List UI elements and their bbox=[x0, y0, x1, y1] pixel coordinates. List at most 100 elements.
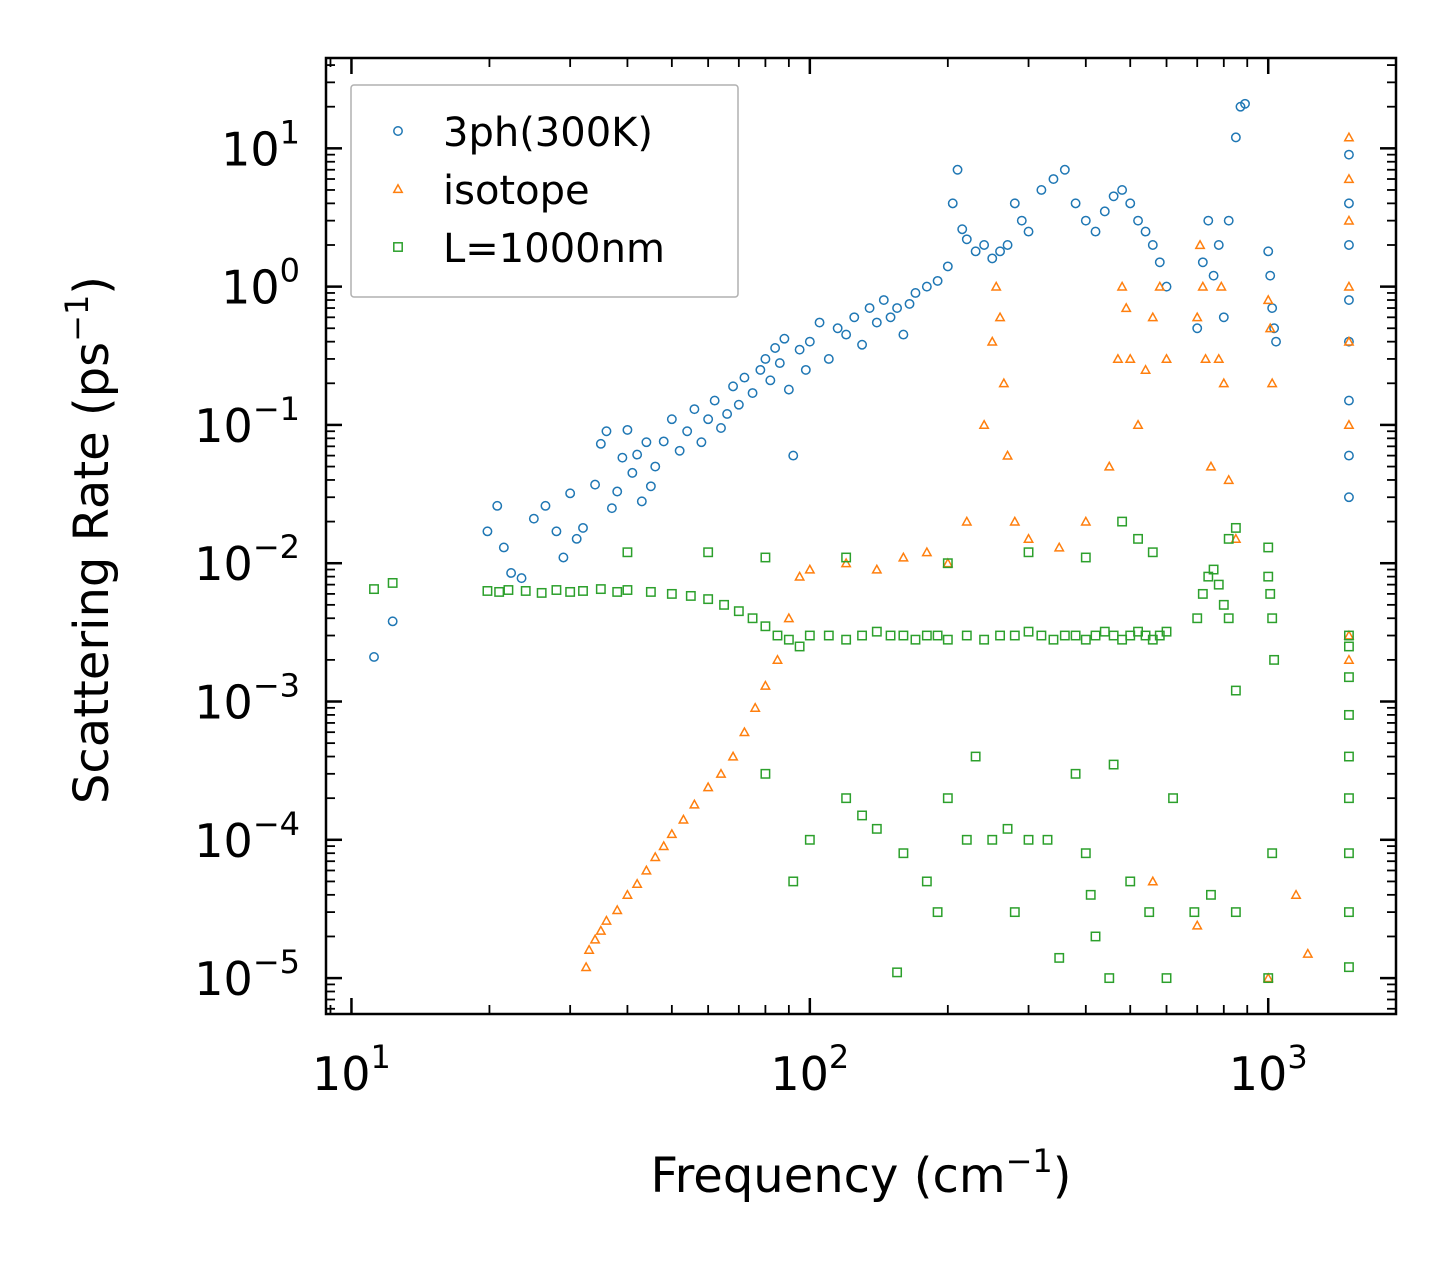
data-point-circle bbox=[540, 500, 551, 511]
y-tick-label: 10−5 bbox=[194, 943, 300, 1006]
data-point-triangle bbox=[1266, 377, 1278, 388]
data-point-square bbox=[1343, 962, 1354, 973]
data-point-triangle bbox=[1132, 419, 1144, 430]
data-point-square bbox=[1036, 630, 1047, 641]
data-point-circle bbox=[645, 481, 656, 492]
x-tick-exponent: 3 bbox=[1287, 1038, 1307, 1076]
data-point-circle bbox=[961, 234, 972, 245]
data-point-square bbox=[1343, 709, 1354, 720]
data-point-triangle bbox=[1343, 214, 1355, 225]
data-point-square bbox=[1009, 907, 1020, 918]
data-point-square bbox=[921, 876, 932, 887]
data-point-triangle bbox=[600, 914, 612, 925]
data-point-square bbox=[1080, 634, 1091, 645]
data-point-circle bbox=[1036, 185, 1047, 195]
data-point-circle bbox=[595, 438, 606, 449]
data-point-square bbox=[520, 586, 531, 596]
legend-markers bbox=[392, 126, 404, 252]
data-point-triangle bbox=[759, 680, 771, 690]
data-point-square bbox=[1133, 533, 1143, 544]
x-tick-exponent: 2 bbox=[829, 1038, 849, 1076]
data-point-square bbox=[760, 768, 771, 779]
data-point-circle bbox=[1203, 215, 1214, 226]
data-point-circle bbox=[857, 339, 868, 350]
data-point-circle bbox=[804, 336, 815, 347]
data-point-square bbox=[747, 613, 758, 624]
data-point-triangle bbox=[738, 726, 750, 737]
data-point-square bbox=[871, 823, 882, 834]
data-point-square bbox=[719, 599, 730, 610]
data-point-square bbox=[942, 793, 953, 804]
data-point-triangle bbox=[580, 961, 592, 972]
data-point-triangle bbox=[804, 563, 816, 574]
data-point-circle bbox=[612, 486, 623, 497]
data-point-square bbox=[733, 606, 744, 617]
data-point-square bbox=[1085, 889, 1096, 900]
data-point-circle bbox=[739, 372, 750, 383]
data-point-square bbox=[979, 634, 990, 645]
data-point-circle bbox=[755, 364, 766, 375]
data-point-circle bbox=[528, 513, 539, 524]
data-point-triangle bbox=[1140, 364, 1152, 374]
data-point-circle bbox=[892, 303, 903, 313]
data-point-square bbox=[622, 547, 633, 558]
data-point-square bbox=[841, 634, 852, 645]
data-point-square bbox=[666, 588, 677, 599]
y-tick-label: 101 bbox=[221, 113, 300, 176]
data-point-circle bbox=[970, 246, 981, 257]
data-point-triangle bbox=[990, 280, 1002, 291]
data-point-circle bbox=[551, 526, 562, 537]
data-point-square bbox=[1263, 973, 1274, 984]
data-point-circle bbox=[666, 414, 677, 425]
data-point-square bbox=[1042, 834, 1053, 845]
data-point-circle bbox=[885, 312, 896, 323]
data-point-square bbox=[760, 552, 771, 563]
data-point-square bbox=[1161, 973, 1172, 984]
data-point-triangle bbox=[961, 515, 973, 526]
data-point-circle bbox=[1208, 270, 1219, 281]
data-point-circle bbox=[770, 343, 781, 353]
data-point-square bbox=[1343, 641, 1354, 652]
data-point-triangle bbox=[1302, 947, 1314, 958]
data-point-square bbox=[1080, 848, 1091, 859]
data-point-circle bbox=[1263, 246, 1274, 257]
data-point-square bbox=[1230, 685, 1241, 696]
legend: 3ph(300K) isotope L=1000nm bbox=[350, 84, 739, 298]
data-point-circle bbox=[832, 323, 843, 334]
x-tick-label: 102 bbox=[770, 1038, 849, 1101]
data-point-circle bbox=[516, 573, 527, 584]
data-point-square bbox=[857, 810, 868, 821]
data-point-triangle bbox=[794, 570, 806, 581]
data-point-circle bbox=[800, 364, 811, 375]
data-point-square bbox=[783, 634, 794, 645]
data-point-square bbox=[1054, 952, 1065, 963]
data-point-square bbox=[961, 630, 972, 641]
data-point-triangle bbox=[658, 840, 670, 851]
data-point-square bbox=[622, 585, 633, 595]
data-point-circle bbox=[733, 399, 744, 410]
legend-box bbox=[350, 84, 739, 298]
data-point-square bbox=[932, 630, 943, 641]
data-points-layer bbox=[369, 98, 1355, 984]
data-point-circle bbox=[492, 500, 503, 511]
data-point-circle bbox=[987, 253, 998, 264]
y-tick-base: 10 bbox=[194, 676, 253, 730]
data-point-triangle bbox=[1205, 460, 1217, 471]
data-point-square bbox=[794, 641, 805, 652]
data-point-triangle bbox=[840, 557, 852, 568]
data-point-square bbox=[1208, 564, 1219, 575]
y-tick-exponent: 1 bbox=[280, 113, 300, 151]
y-tick-base: 10 bbox=[221, 261, 280, 315]
data-point-square bbox=[1108, 759, 1119, 770]
data-point-triangle bbox=[1161, 353, 1173, 364]
data-point-circle bbox=[779, 333, 790, 344]
data-point-circle bbox=[932, 275, 943, 286]
data-point-circle bbox=[910, 288, 921, 298]
legend-label-boundary: L=1000nm bbox=[443, 226, 665, 272]
data-point-circle bbox=[747, 388, 758, 399]
data-point-square bbox=[551, 585, 562, 595]
data-point-square bbox=[871, 626, 882, 637]
data-point-triangle bbox=[715, 768, 727, 778]
data-point-circle bbox=[1080, 215, 1091, 226]
data-point-square bbox=[565, 586, 576, 597]
